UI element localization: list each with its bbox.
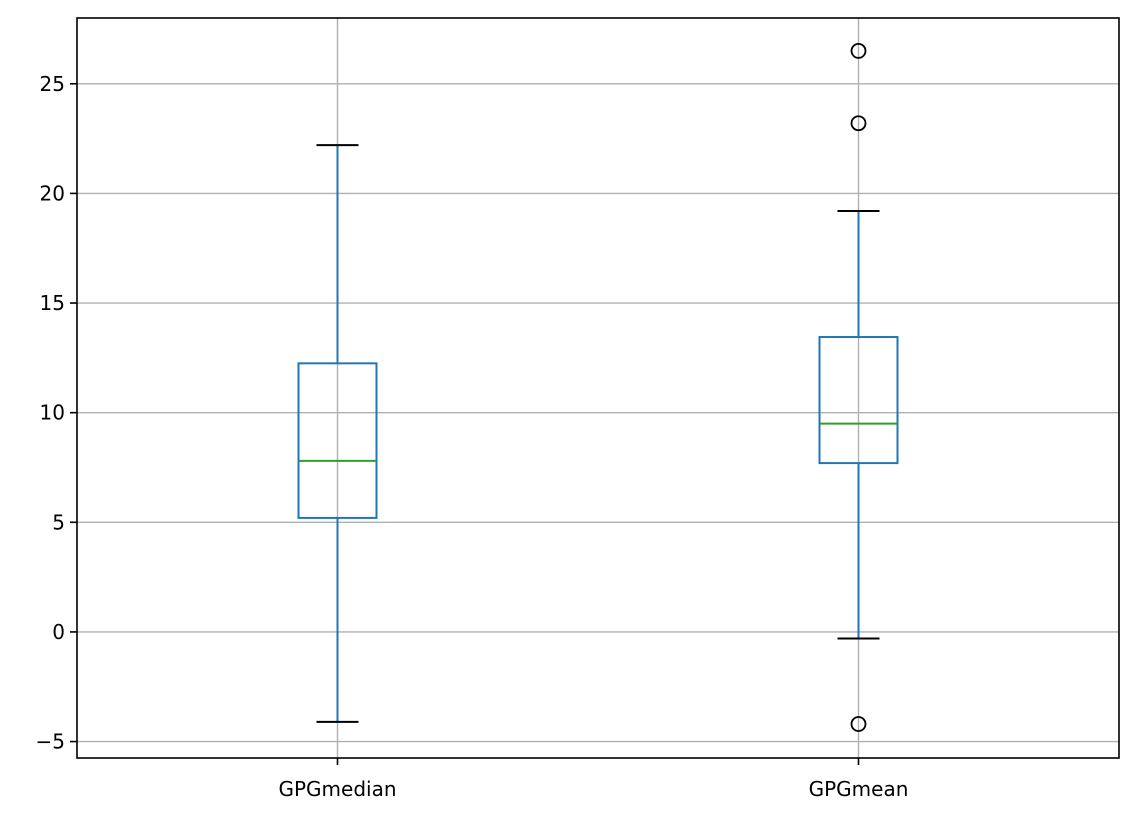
- outlier-point: [850, 716, 867, 732]
- tick-layer: −5 0 5 10 15 20 25 GPGmedian GPGmean: [36, 72, 909, 801]
- axes-frame: [76, 17, 1120, 759]
- plot-frame: [76, 17, 1120, 759]
- box-plot-layer: [297, 42, 899, 732]
- y-tick-label: 5: [52, 510, 65, 534]
- y-tick-label: −5: [36, 730, 65, 754]
- y-tick-label: 25: [40, 72, 65, 96]
- iqr-box: [818, 336, 899, 465]
- outlier-point: [850, 115, 867, 132]
- box-group-gpgmedian: [297, 144, 378, 723]
- iqr-box: [297, 362, 378, 519]
- y-tick-label: 15: [40, 291, 65, 315]
- grid-lines: [77, 18, 1119, 758]
- y-tick-label: 10: [40, 401, 65, 425]
- x-tick-label: GPGmedian: [278, 777, 396, 801]
- y-tick-label: 20: [40, 181, 65, 205]
- outlier-point: [850, 42, 867, 59]
- x-tick-label: GPGmean: [809, 777, 909, 801]
- box-group-gpgmean: [818, 42, 899, 732]
- y-tick-label: 0: [52, 620, 65, 644]
